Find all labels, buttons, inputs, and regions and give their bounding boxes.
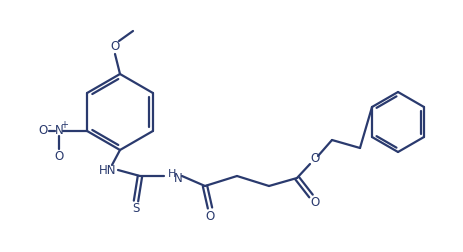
Text: O: O bbox=[38, 124, 48, 138]
Text: O: O bbox=[310, 151, 319, 165]
Text: N: N bbox=[55, 124, 63, 138]
Text: S: S bbox=[132, 203, 139, 215]
Text: O: O bbox=[54, 150, 63, 164]
Text: N: N bbox=[173, 172, 182, 184]
Text: H: H bbox=[168, 169, 176, 179]
Text: O: O bbox=[205, 209, 214, 223]
Text: +: + bbox=[60, 120, 68, 130]
Text: -: - bbox=[47, 120, 51, 130]
Text: HN: HN bbox=[99, 164, 117, 176]
Text: O: O bbox=[310, 196, 319, 208]
Text: O: O bbox=[110, 40, 119, 52]
